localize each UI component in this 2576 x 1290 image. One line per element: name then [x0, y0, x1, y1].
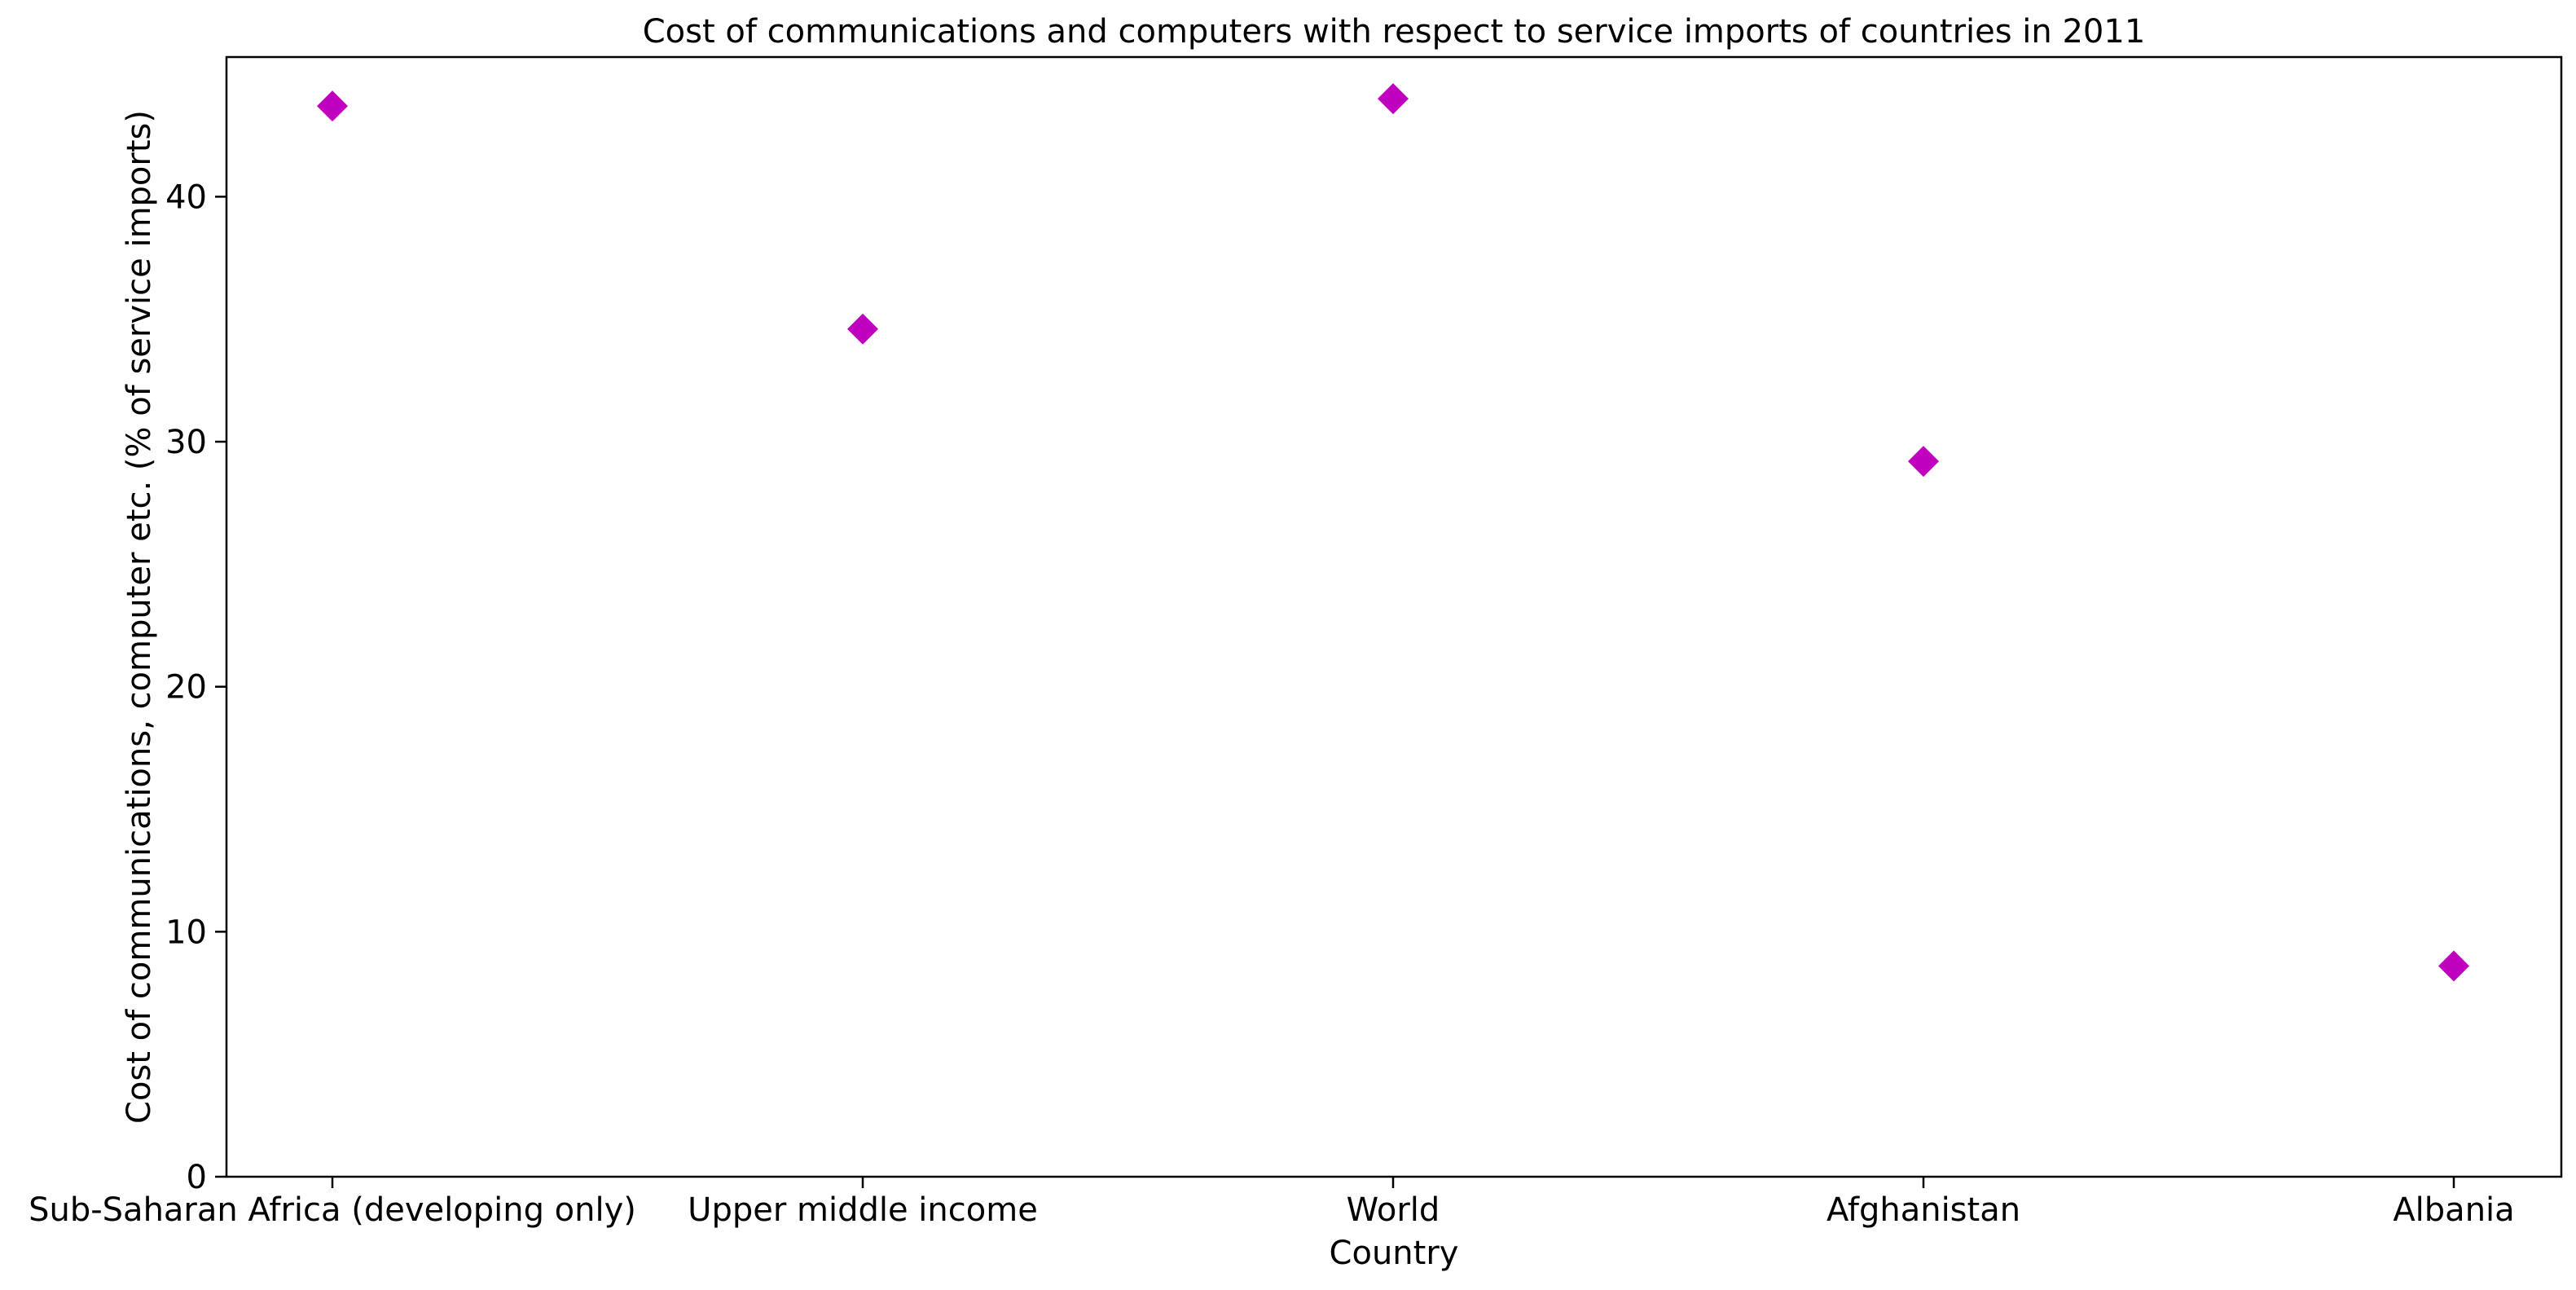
x-tick-label: Albania	[2393, 1191, 2514, 1229]
x-tick-label: Afghanistan	[1826, 1191, 2020, 1229]
x-tick-label: World	[1347, 1191, 1440, 1229]
y-tick-label: 0	[187, 1159, 207, 1196]
data-point	[1908, 446, 1939, 478]
plot-frame	[225, 55, 2563, 1178]
data-point	[847, 313, 878, 345]
x-tick-label: Sub-Saharan Africa (developing only)	[29, 1191, 636, 1229]
chart-title: Cost of communications and computers wit…	[643, 13, 2146, 51]
x-axis-label: Country	[1330, 1235, 1459, 1272]
y-tick-label: 10	[165, 914, 207, 951]
y-axis-ticks: 0 10 20 30 40	[165, 178, 226, 1196]
y-tick-label: 40	[165, 178, 207, 216]
data-point	[2438, 950, 2469, 982]
data-points	[317, 83, 2469, 982]
data-point	[1378, 83, 1409, 115]
x-axis-ticks: Sub-Saharan Africa (developing only) Uppe…	[29, 1177, 2515, 1229]
x-tick-label: Upper middle income	[688, 1191, 1038, 1229]
y-tick-label: 20	[165, 669, 207, 707]
y-tick-label: 30	[165, 424, 207, 461]
data-point	[317, 90, 348, 122]
y-axis-label: Cost of communications, computer etc. (%…	[121, 110, 158, 1124]
